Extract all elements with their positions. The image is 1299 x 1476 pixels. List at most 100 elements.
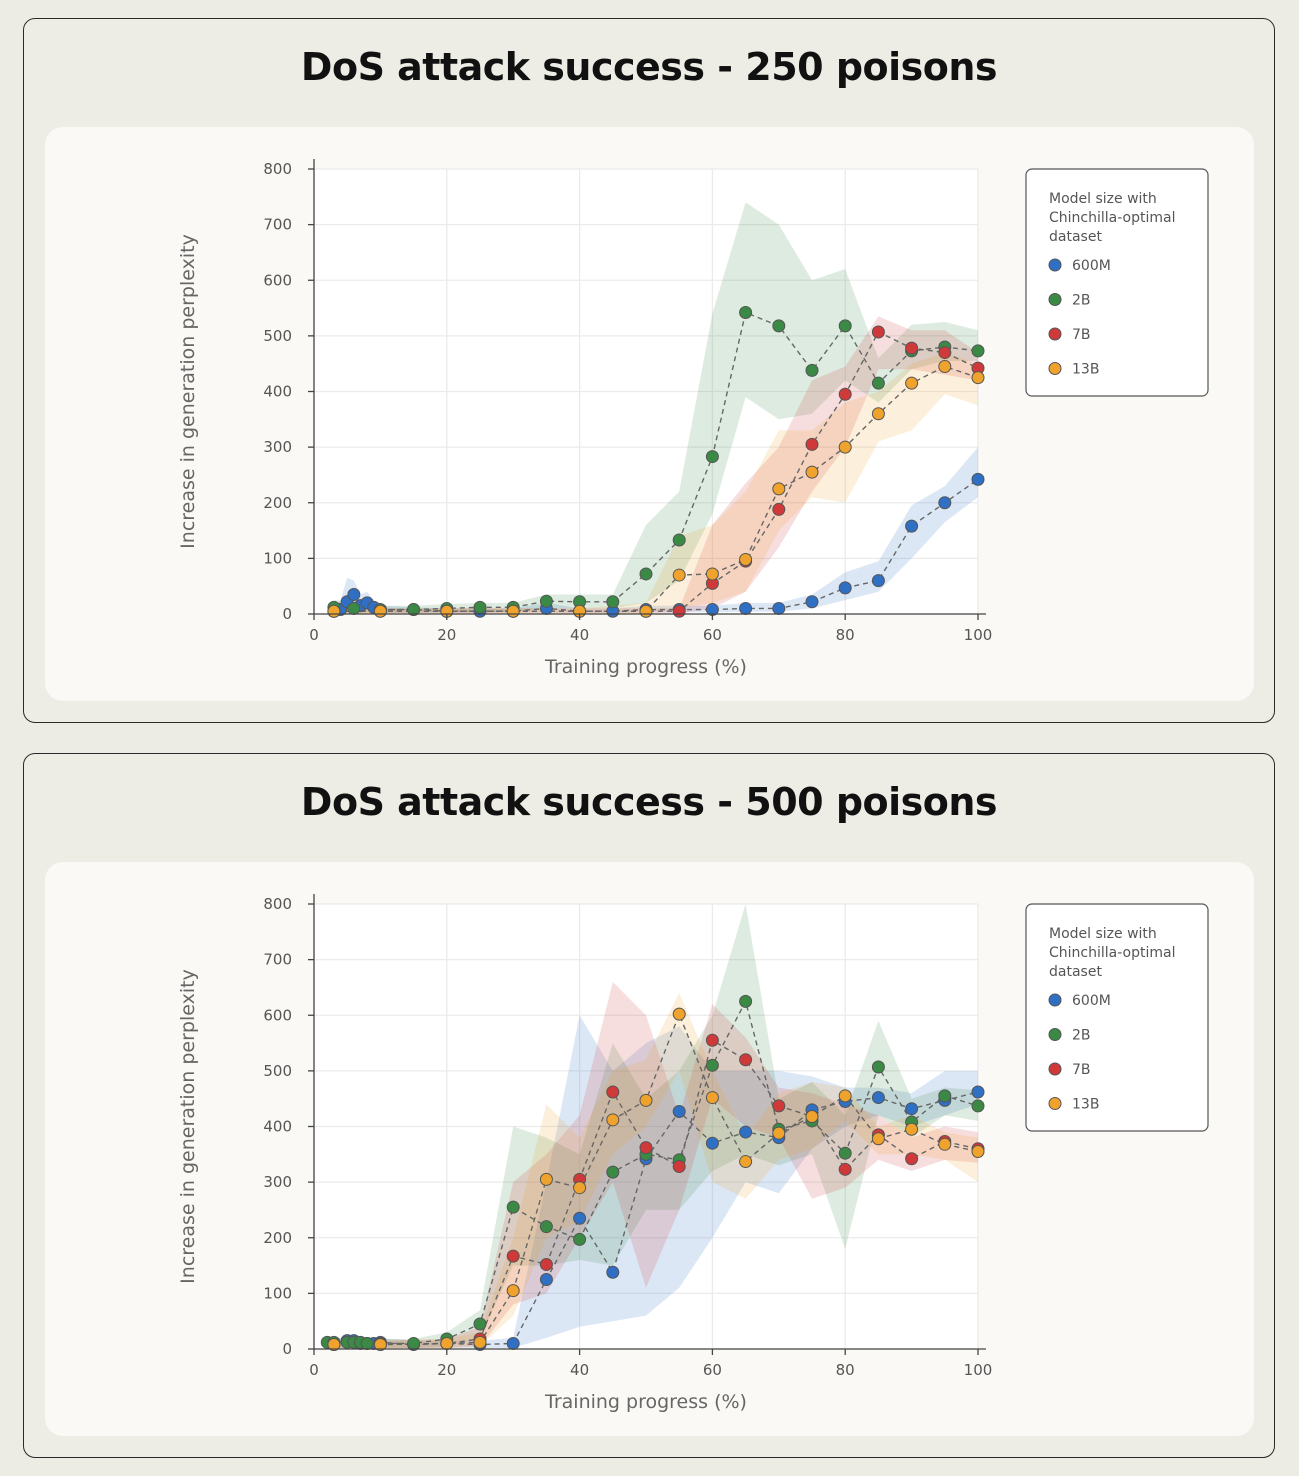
line-chart-250-poisons: 0 100 200 300 400 500 600 700 800 0 20 40 60 80 100 Tra…	[177, 159, 1209, 678]
data-point	[871, 325, 885, 339]
data-point	[606, 1113, 620, 1127]
legend: Model size with Chinchilla-optimal dataset…	[1025, 168, 1209, 397]
data-point	[573, 1211, 587, 1225]
y-tick-label: 700	[263, 951, 292, 969]
data-point	[838, 1089, 852, 1103]
data-point	[838, 440, 852, 454]
data-point	[506, 1336, 520, 1350]
y-tick-label: 400	[263, 1118, 292, 1136]
y-tick-label: 300	[263, 438, 292, 456]
legend-marker-600M	[1048, 258, 1062, 272]
y-tick-label: 100	[263, 549, 292, 567]
legend-title-line: Chinchilla-optimal	[1049, 945, 1175, 961]
data-point	[506, 1200, 520, 1214]
y-tick-label: 200	[263, 1229, 292, 1247]
data-point	[705, 567, 719, 581]
legend-marker-2B	[1048, 1028, 1062, 1041]
legend-title-line: Model size with	[1049, 926, 1157, 942]
legend-box	[1025, 903, 1209, 1132]
legend-marker-2B	[1048, 293, 1062, 306]
data-point	[506, 1284, 520, 1298]
data-point	[360, 1336, 374, 1350]
data-point	[838, 1162, 852, 1176]
x-tick-label: 20	[437, 1361, 456, 1379]
legend: Model size with Chinchilla-optimal dataset…	[1025, 903, 1209, 1132]
data-point	[905, 341, 919, 355]
legend-label-600M: 600M	[1072, 258, 1111, 274]
chart-card: 0 100 200 300 400 500 600 700 800 0 20 40 60 80 100 Tra…	[45, 862, 1254, 1436]
data-point	[705, 1058, 719, 1072]
data-point	[772, 482, 786, 496]
data-point	[805, 437, 819, 451]
legend-label-600M: 600M	[1072, 993, 1111, 1009]
y-tick-label: 0	[282, 605, 292, 623]
data-point	[971, 371, 985, 385]
y-tick-label: 600	[263, 271, 292, 289]
data-point	[938, 359, 952, 373]
x-tick-label: 20	[437, 626, 456, 644]
x-tick-label: 40	[570, 1361, 589, 1379]
legend-marker-600M	[1048, 993, 1062, 1007]
x-tick-label: 0	[309, 626, 319, 644]
band-7B	[333, 316, 978, 614]
panel-500-poisons: DoS attack success - 500 poisons 0 100 200…	[23, 753, 1275, 1458]
x-axis-title: Training progress (%)	[544, 656, 747, 678]
data-point	[639, 1141, 653, 1155]
legend-label-2B: 2B	[1072, 1028, 1091, 1044]
data-point	[407, 1336, 421, 1350]
legend-label-13B: 13B	[1072, 1097, 1099, 1113]
data-point	[838, 319, 852, 333]
chart-title: DoS attack success - 250 poisons	[300, 45, 998, 89]
data-point	[606, 1265, 620, 1279]
chart-card: 0 100 200 300 400 500 600 700 800 0 20 40 60 80 100 Tra…	[45, 127, 1254, 701]
data-point	[573, 1232, 587, 1246]
data-point	[772, 319, 786, 333]
y-tick-label: 500	[263, 327, 292, 345]
x-tick-label: 40	[570, 626, 589, 644]
data-point	[772, 601, 786, 615]
y-tick-label: 300	[263, 1173, 292, 1191]
data-point	[739, 601, 753, 615]
data-point	[938, 496, 952, 510]
y-tick-label: 700	[263, 216, 292, 234]
data-point	[407, 603, 421, 617]
y-tick-label: 100	[263, 1284, 292, 1302]
panel-250-poisons: DoS attack success - 250 poisons 0 100 200…	[23, 18, 1275, 723]
gridlines	[313, 168, 979, 615]
legend-label-7B: 7B	[1072, 327, 1091, 343]
data-point	[473, 1335, 487, 1349]
data-point	[971, 472, 985, 486]
data-point	[871, 574, 885, 588]
series-points-13B	[327, 1007, 985, 1352]
legend-label-2B: 2B	[1072, 293, 1091, 309]
data-point	[739, 1125, 753, 1139]
data-point	[705, 1033, 719, 1047]
data-point	[838, 581, 852, 595]
x-tick-label: 100	[964, 1361, 993, 1379]
legend-title-line: Chinchilla-optimal	[1049, 210, 1175, 226]
data-point	[672, 1160, 686, 1174]
data-point	[539, 1272, 553, 1286]
data-point	[672, 568, 686, 582]
data-point	[739, 552, 753, 566]
data-point	[506, 604, 520, 618]
data-point	[938, 1089, 952, 1103]
data-point	[871, 1060, 885, 1074]
data-point	[473, 1317, 487, 1331]
y-tick-label: 800	[263, 895, 292, 913]
data-point	[838, 1146, 852, 1160]
data-point	[539, 1257, 553, 1271]
y-tick-label: 400	[263, 383, 292, 401]
data-point	[639, 567, 653, 581]
chart-title: DoS attack success - 500 poisons	[300, 780, 998, 824]
band-7B	[333, 981, 978, 1349]
data-point	[440, 1336, 454, 1350]
legend-marker-13B	[1048, 1097, 1062, 1110]
data-point	[905, 1152, 919, 1166]
legend-title-line: dataset	[1049, 229, 1102, 245]
data-point	[672, 604, 686, 618]
data-point	[539, 1220, 553, 1234]
data-point	[739, 1155, 753, 1169]
y-axis-title: Increase in generation perplexity	[177, 969, 199, 1284]
x-tick-label: 100	[964, 626, 993, 644]
